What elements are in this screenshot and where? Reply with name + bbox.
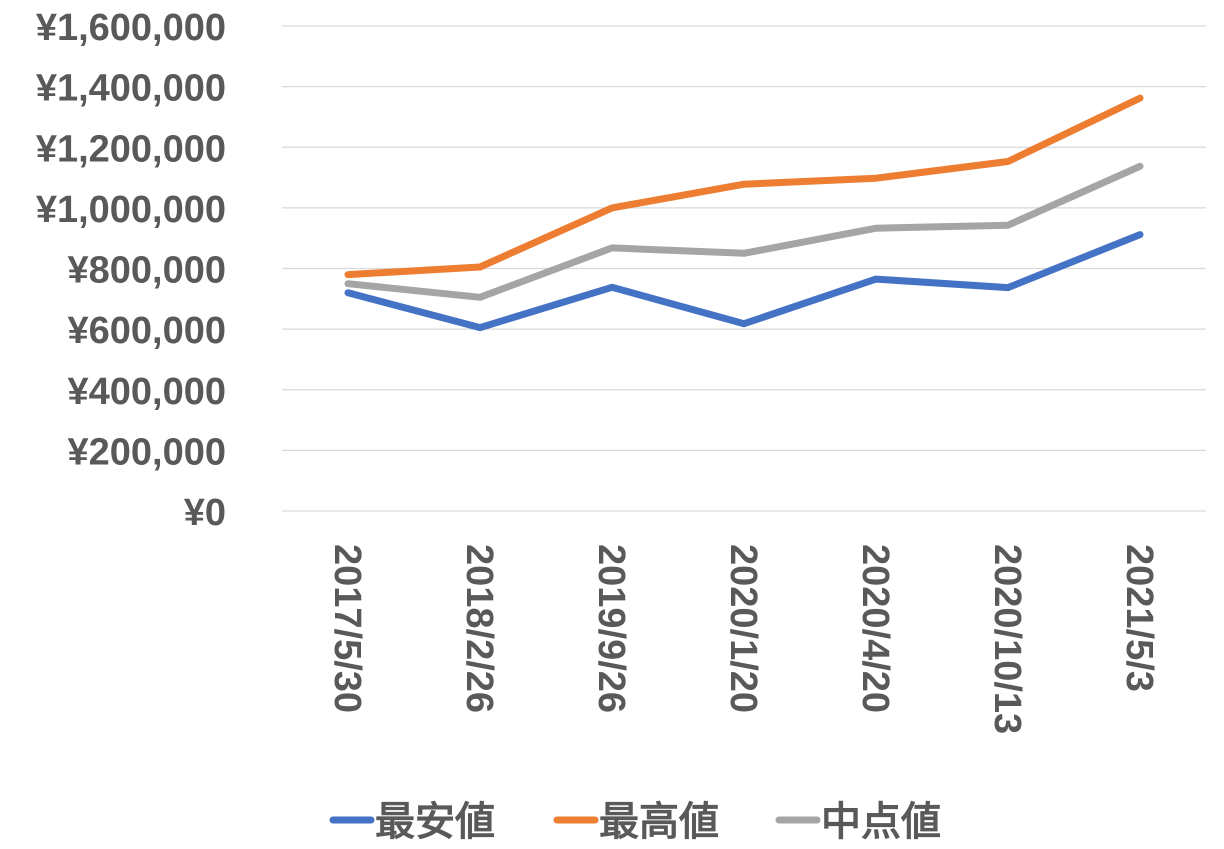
y-tick-label: ¥0 bbox=[184, 492, 226, 534]
legend-label-1: 最安値 bbox=[375, 799, 495, 845]
legend-label-3: 中点値 bbox=[821, 799, 941, 845]
x-tick-label: 2020/4/20 bbox=[854, 544, 896, 713]
x-tick-label: 2021/5/3 bbox=[1118, 544, 1160, 692]
y-axis-tick-labels: ¥0 ¥200,000 ¥400,000 ¥600,000 ¥800,000 ¥1,000… bbox=[36, 7, 226, 534]
series-line-2 bbox=[344, 94, 1144, 279]
y-tick-label: ¥1,600,000 bbox=[36, 7, 226, 49]
y-tick-label: ¥1,200,000 bbox=[36, 128, 226, 170]
y-tick-label: ¥1,000,000 bbox=[36, 189, 226, 231]
x-tick-label: 2019/9/26 bbox=[590, 544, 632, 713]
x-tick-label: 2018/2/26 bbox=[458, 544, 500, 713]
y-tick-label: ¥400,000 bbox=[68, 371, 227, 413]
x-axis-tick-labels: 2017/5/30 2018/2/26 2019/9/26 2020/1/20 2020… bbox=[326, 544, 1160, 734]
y-tick-label: ¥200,000 bbox=[68, 431, 227, 473]
x-tick-label: 2020/10/13 bbox=[986, 544, 1028, 734]
series-lines bbox=[344, 94, 1144, 332]
x-tick-label: 2020/1/20 bbox=[722, 544, 764, 713]
y-tick-label: ¥1,400,000 bbox=[36, 68, 226, 110]
y-tick-label: ¥600,000 bbox=[68, 310, 227, 352]
legend-label-2: 最高値 bbox=[599, 799, 719, 845]
y-tick-label: ¥800,000 bbox=[68, 250, 227, 292]
x-tick-label: 2017/5/30 bbox=[326, 544, 368, 713]
series-line-1 bbox=[344, 231, 1144, 332]
legend: 最安値 最高値 中点値 bbox=[329, 799, 941, 845]
